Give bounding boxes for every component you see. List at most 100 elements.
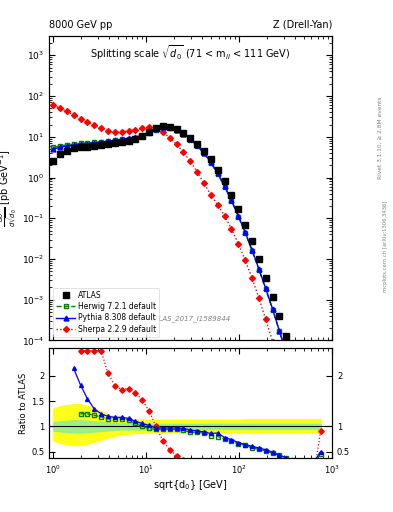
Pythia 8.308 default	[188, 136, 193, 142]
Herwig 7.2.1 default	[229, 198, 234, 204]
ATLAS	[195, 140, 199, 146]
Text: Rivet 3.1.10, ≥ 2.8M events: Rivet 3.1.10, ≥ 2.8M events	[378, 97, 383, 180]
Pythia 8.308 default	[64, 143, 69, 149]
Sherpa 2.2.9 default	[270, 338, 275, 345]
ATLAS	[181, 130, 186, 136]
Herwig 7.2.1 default	[160, 124, 165, 131]
Text: Splitting scale $\sqrt{d_{0}}$ (71 < m$_{ll}$ < 111 GeV): Splitting scale $\sqrt{d_{0}}$ (71 < m$_…	[90, 44, 291, 62]
Sherpa 2.2.9 default	[160, 129, 165, 135]
Line: Herwig 7.2.1 default: Herwig 7.2.1 default	[51, 125, 323, 481]
ATLAS	[112, 139, 117, 145]
Pythia 8.308 default	[126, 135, 131, 141]
Sherpa 2.2.9 default	[140, 125, 145, 132]
Herwig 7.2.1 default	[51, 144, 56, 151]
Text: ATLAS_2017_I1589844: ATLAS_2017_I1589844	[151, 315, 231, 322]
Sherpa 2.2.9 default	[126, 127, 131, 134]
Sherpa 2.2.9 default	[85, 119, 90, 125]
ATLAS	[99, 142, 103, 148]
Pythia 8.308 default	[250, 247, 254, 253]
ATLAS	[298, 376, 302, 382]
Herwig 7.2.1 default	[250, 248, 254, 254]
Y-axis label: $\frac{d\sigma}{d\sqrt{d_{0}}}$ [pb GeV$^{-1}$]: $\frac{d\sigma}{d\sqrt{d_{0}}}$ [pb GeV$…	[0, 150, 20, 227]
Herwig 7.2.1 default	[181, 131, 186, 137]
Line: Sherpa 2.2.9 default: Sherpa 2.2.9 default	[51, 103, 323, 512]
Text: mcplots.cern.ch [arXiv:1306.3436]: mcplots.cern.ch [arXiv:1306.3436]	[384, 200, 388, 291]
Sherpa 2.2.9 default	[263, 316, 268, 323]
Herwig 7.2.1 default	[215, 171, 220, 177]
Sherpa 2.2.9 default	[195, 168, 199, 175]
Herwig 7.2.1 default	[263, 286, 268, 292]
Pythia 8.308 default	[174, 126, 179, 133]
Sherpa 2.2.9 default	[291, 409, 296, 415]
ATLAS	[257, 256, 261, 262]
Pythia 8.308 default	[229, 197, 234, 203]
ATLAS	[140, 133, 145, 139]
Herwig 7.2.1 default	[236, 214, 241, 220]
Sherpa 2.2.9 default	[78, 116, 83, 122]
Herwig 7.2.1 default	[305, 423, 309, 429]
Herwig 7.2.1 default	[222, 183, 227, 189]
Herwig 7.2.1 default	[174, 127, 179, 133]
Sherpa 2.2.9 default	[181, 149, 186, 155]
Sherpa 2.2.9 default	[147, 124, 151, 131]
ATLAS	[291, 354, 296, 360]
Herwig 7.2.1 default	[126, 136, 131, 142]
Herwig 7.2.1 default	[298, 398, 302, 404]
Pythia 8.308 default	[154, 126, 158, 132]
ATLAS	[92, 143, 97, 149]
Pythia 8.308 default	[208, 159, 213, 165]
Pythia 8.308 default	[202, 150, 206, 156]
Pythia 8.308 default	[291, 374, 296, 380]
Herwig 7.2.1 default	[78, 140, 83, 146]
Sherpa 2.2.9 default	[298, 434, 302, 440]
Sherpa 2.2.9 default	[222, 212, 227, 219]
Pythia 8.308 default	[71, 142, 76, 148]
ATLAS	[167, 124, 172, 130]
Sherpa 2.2.9 default	[311, 486, 316, 493]
X-axis label: sqrt{d$_0$} [GeV]: sqrt{d$_0$} [GeV]	[153, 478, 228, 492]
ATLAS	[263, 274, 268, 281]
Pythia 8.308 default	[140, 132, 145, 138]
ATLAS	[51, 158, 56, 164]
ATLAS	[58, 151, 62, 157]
Herwig 7.2.1 default	[188, 137, 193, 143]
Pythia 8.308 default	[222, 183, 227, 189]
Herwig 7.2.1 default	[284, 350, 289, 356]
Pythia 8.308 default	[167, 124, 172, 131]
ATLAS	[222, 178, 227, 184]
Herwig 7.2.1 default	[92, 139, 97, 145]
ATLAS	[277, 313, 282, 319]
Herwig 7.2.1 default	[243, 230, 248, 236]
Herwig 7.2.1 default	[202, 151, 206, 157]
Pythia 8.308 default	[99, 139, 103, 145]
Herwig 7.2.1 default	[133, 135, 138, 141]
ATLAS	[71, 145, 76, 152]
Sherpa 2.2.9 default	[64, 109, 69, 115]
Sherpa 2.2.9 default	[257, 295, 261, 301]
Sherpa 2.2.9 default	[71, 112, 76, 118]
Pythia 8.308 default	[78, 141, 83, 147]
ATLAS	[236, 206, 241, 212]
Legend: ATLAS, Herwig 7.2.1 default, Pythia 8.308 default, Sherpa 2.2.9 default: ATLAS, Herwig 7.2.1 default, Pythia 8.30…	[53, 288, 160, 337]
ATLAS	[305, 401, 309, 407]
Herwig 7.2.1 default	[140, 133, 145, 139]
Herwig 7.2.1 default	[167, 125, 172, 131]
ATLAS	[126, 138, 131, 144]
Herwig 7.2.1 default	[311, 449, 316, 455]
Herwig 7.2.1 default	[99, 139, 103, 145]
ATLAS	[215, 167, 220, 174]
Herwig 7.2.1 default	[270, 307, 275, 313]
Line: Pythia 8.308 default: Pythia 8.308 default	[51, 124, 323, 480]
Pythia 8.308 default	[257, 266, 261, 272]
Pythia 8.308 default	[147, 129, 151, 135]
Pythia 8.308 default	[305, 422, 309, 429]
Sherpa 2.2.9 default	[202, 180, 206, 186]
Sherpa 2.2.9 default	[58, 105, 62, 111]
ATLAS	[119, 139, 124, 145]
ATLAS	[243, 222, 248, 228]
ATLAS	[270, 293, 275, 300]
Herwig 7.2.1 default	[291, 374, 296, 380]
ATLAS	[154, 125, 158, 132]
Pythia 8.308 default	[181, 131, 186, 137]
Herwig 7.2.1 default	[71, 141, 76, 147]
